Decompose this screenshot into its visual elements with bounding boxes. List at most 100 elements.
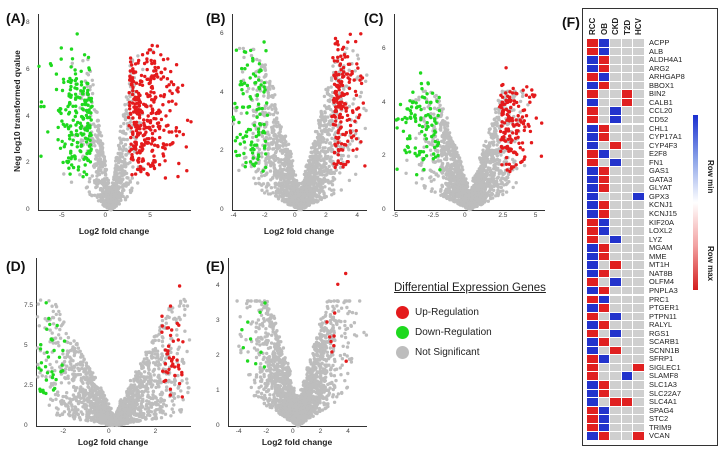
down-point xyxy=(424,127,429,132)
down-point xyxy=(39,154,43,158)
up-point xyxy=(332,151,337,155)
ns-point xyxy=(319,118,324,122)
ns-point xyxy=(444,181,448,186)
down-point xyxy=(264,49,268,53)
ns-point xyxy=(70,61,74,65)
up-point xyxy=(151,108,155,112)
ns-point xyxy=(268,112,272,116)
ns-point xyxy=(323,104,327,108)
ns-point xyxy=(496,175,500,179)
panel-b-plot xyxy=(231,14,369,212)
ns-point xyxy=(317,194,321,198)
down-point xyxy=(409,116,413,121)
ns-point xyxy=(183,307,187,312)
ns-point xyxy=(329,78,334,82)
up-point xyxy=(174,129,178,133)
ns-point xyxy=(311,155,316,159)
ns-point xyxy=(419,163,423,167)
down-point xyxy=(75,141,80,145)
ns-point xyxy=(260,174,264,178)
ns-point xyxy=(69,180,74,184)
up-point xyxy=(143,74,147,79)
up-point xyxy=(512,102,516,106)
up-point xyxy=(332,100,336,105)
ns-point xyxy=(247,86,251,91)
up-point xyxy=(175,134,179,138)
up-point xyxy=(145,119,150,123)
ns-point xyxy=(326,149,330,153)
ns-point xyxy=(339,153,343,158)
ns-point xyxy=(456,200,460,204)
ns-point xyxy=(123,165,128,169)
up-point xyxy=(140,83,145,88)
ns-point xyxy=(93,144,97,148)
ns-point xyxy=(296,194,300,198)
ns-point xyxy=(116,151,120,156)
ns-point xyxy=(94,162,98,166)
ns-point xyxy=(282,184,286,188)
ns-point xyxy=(478,156,482,160)
up-point xyxy=(153,137,157,142)
down-point xyxy=(67,110,72,115)
ns-point xyxy=(447,143,451,147)
up-point xyxy=(143,103,148,107)
up-point xyxy=(354,137,359,141)
ns-point xyxy=(300,186,305,191)
up-point xyxy=(339,94,343,98)
ns-point xyxy=(84,186,89,190)
up-point xyxy=(502,135,506,139)
ns-point xyxy=(490,180,494,184)
down-point xyxy=(89,99,93,103)
ns-point xyxy=(461,186,465,191)
ns-point xyxy=(122,121,126,126)
up-point xyxy=(167,130,171,134)
up-point xyxy=(135,112,140,116)
ns-point xyxy=(279,158,283,162)
ns-point xyxy=(275,116,279,120)
ns-point xyxy=(439,126,443,130)
ns-point xyxy=(279,125,283,129)
up-point xyxy=(359,81,364,86)
down-point xyxy=(265,113,270,117)
ns-point xyxy=(332,171,337,175)
ns-point xyxy=(262,173,267,178)
ns-point xyxy=(251,131,255,136)
ns-point xyxy=(442,148,446,152)
down-point xyxy=(251,162,255,166)
ns-point xyxy=(318,134,322,139)
up-point xyxy=(507,162,511,166)
ns-point xyxy=(453,170,458,174)
ns-point xyxy=(141,67,145,72)
ns-point xyxy=(273,134,277,138)
down-point xyxy=(87,149,91,153)
ns-point xyxy=(496,137,500,141)
ns-point xyxy=(263,111,268,115)
ns-point xyxy=(513,159,517,163)
ns-point xyxy=(264,72,268,77)
ns-point xyxy=(172,403,176,407)
down-point xyxy=(248,160,253,164)
down-point xyxy=(422,156,426,161)
up-point xyxy=(520,141,525,145)
ns-point xyxy=(493,179,497,184)
ns-point xyxy=(459,198,463,202)
down-point xyxy=(249,97,253,101)
up-point xyxy=(149,111,153,116)
ns-point xyxy=(432,112,436,116)
up-point xyxy=(344,72,349,76)
up-point xyxy=(150,43,154,48)
down-point xyxy=(422,96,427,100)
ns-point xyxy=(259,65,264,69)
ns-point xyxy=(501,192,505,197)
ns-point xyxy=(285,179,289,184)
ns-point xyxy=(291,188,296,192)
ns-point xyxy=(362,106,366,111)
down-point xyxy=(251,72,256,76)
up-point xyxy=(522,128,526,133)
ns-point xyxy=(331,64,335,68)
ns-point xyxy=(124,181,129,185)
ns-point xyxy=(316,183,320,188)
ns-point xyxy=(114,189,119,193)
ns-point xyxy=(278,164,282,168)
up-point xyxy=(149,128,153,132)
